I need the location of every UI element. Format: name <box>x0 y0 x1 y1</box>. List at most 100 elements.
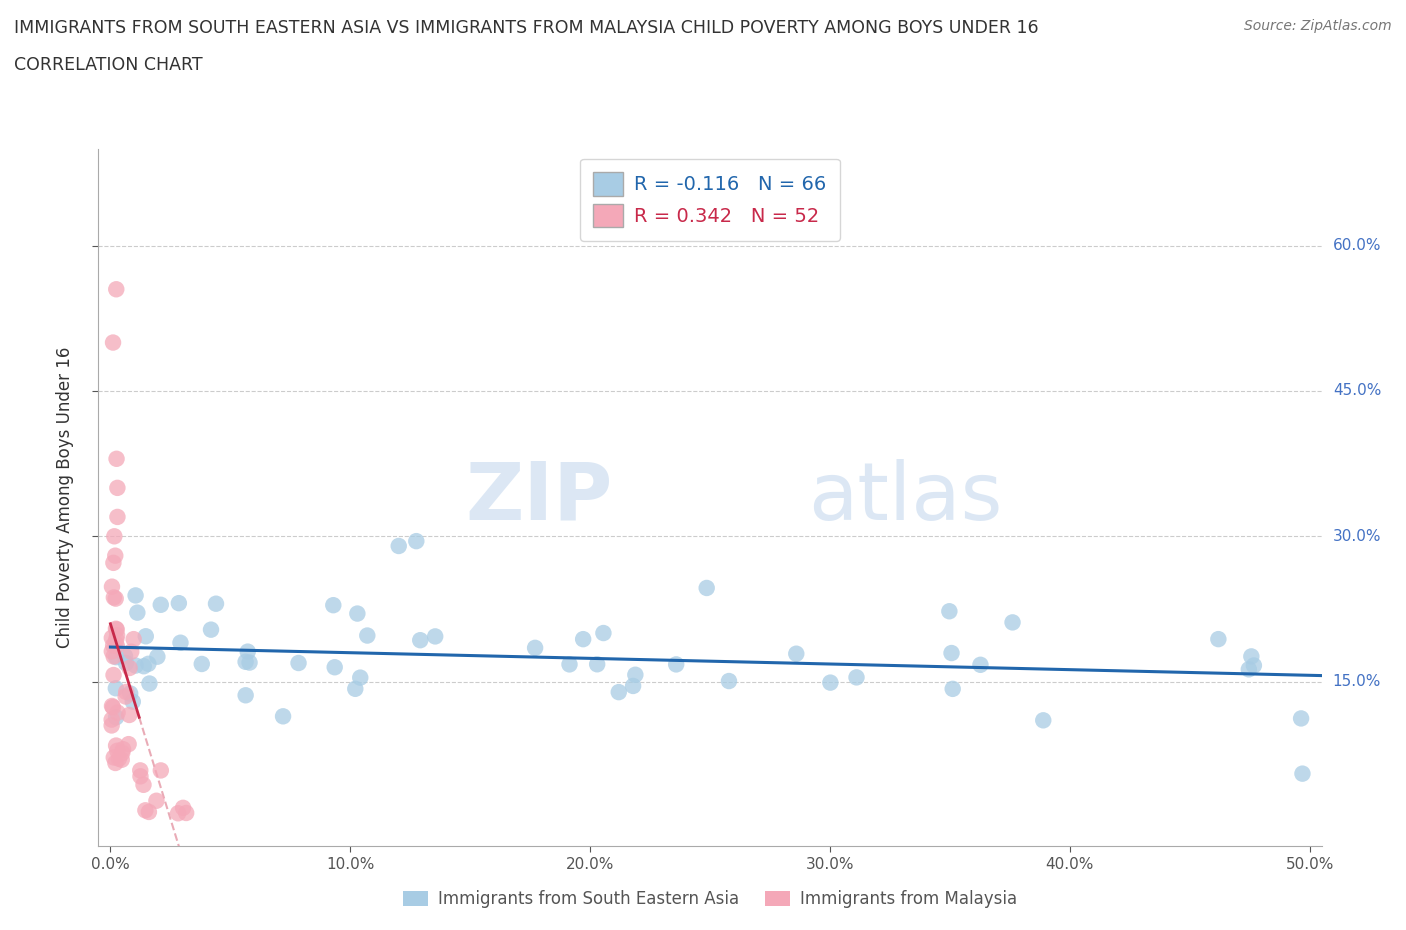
Point <box>108 751 131 766</box>
Point <box>558 657 581 671</box>
Point <box>138 676 160 691</box>
Point <box>112 742 135 757</box>
Point <box>820 675 842 690</box>
Point <box>322 598 344 613</box>
Point <box>105 743 128 758</box>
Point <box>145 793 167 808</box>
Point <box>346 606 368 621</box>
Point <box>1243 658 1265 673</box>
Point <box>621 679 644 694</box>
Text: 60.0%: 60.0% <box>1333 238 1381 253</box>
Point <box>124 588 146 603</box>
Point <box>118 660 141 675</box>
Point <box>103 590 125 604</box>
Point <box>1208 631 1230 646</box>
Point <box>107 705 129 720</box>
Point <box>105 622 128 637</box>
Point <box>104 591 127 606</box>
Point <box>111 746 134 761</box>
Point <box>1237 662 1260 677</box>
Point <box>405 534 427 549</box>
Point <box>1032 713 1054 728</box>
Text: atlas: atlas <box>808 458 1002 537</box>
Point <box>149 763 172 777</box>
Point <box>287 656 309 671</box>
Point <box>105 631 128 646</box>
Point <box>388 538 411 553</box>
Point <box>425 629 447 644</box>
Point <box>115 656 138 671</box>
Point <box>132 777 155 792</box>
Point <box>120 686 142 701</box>
Point <box>323 659 346 674</box>
Point <box>190 657 212 671</box>
Point <box>100 718 122 733</box>
Point <box>103 529 125 544</box>
Point <box>129 763 152 777</box>
Point <box>124 658 146 673</box>
Point <box>104 681 127 696</box>
Text: ZIP: ZIP <box>465 458 612 537</box>
Point <box>344 682 367 697</box>
Point <box>1240 649 1263 664</box>
Point <box>107 510 129 525</box>
Point <box>138 804 160 819</box>
Point <box>111 752 134 767</box>
Point <box>101 699 124 714</box>
Point <box>138 657 160 671</box>
Point <box>586 657 609 671</box>
Point <box>624 668 647 683</box>
Point <box>205 596 228 611</box>
Text: IMMIGRANTS FROM SOUTH EASTERN ASIA VS IMMIGRANTS FROM MALAYSIA CHILD POVERTY AMO: IMMIGRANTS FROM SOUTH EASTERN ASIA VS IM… <box>14 19 1039 36</box>
Point <box>105 638 128 653</box>
Point <box>696 580 718 595</box>
Point <box>169 635 191 650</box>
Point <box>101 335 124 350</box>
Point <box>103 555 125 570</box>
Point <box>103 750 125 764</box>
Point <box>105 451 128 466</box>
Point <box>135 629 157 644</box>
Text: 45.0%: 45.0% <box>1333 383 1381 398</box>
Point <box>235 688 257 703</box>
Point <box>101 638 124 653</box>
Point <box>114 649 136 664</box>
Point <box>236 644 259 659</box>
Point <box>122 631 145 646</box>
Legend: Immigrants from South Eastern Asia, Immigrants from Malaysia: Immigrants from South Eastern Asia, Immi… <box>396 884 1024 915</box>
Point <box>134 803 156 817</box>
Point <box>132 658 155 673</box>
Point <box>127 605 149 620</box>
Point <box>107 481 129 496</box>
Point <box>129 769 152 784</box>
Point <box>665 657 688 671</box>
Point <box>104 549 127 564</box>
Point <box>785 646 807 661</box>
Point <box>1289 711 1312 725</box>
Point <box>121 694 143 709</box>
Point <box>969 658 991 672</box>
Point <box>101 698 124 713</box>
Point <box>146 649 169 664</box>
Point <box>104 635 127 650</box>
Point <box>104 755 127 770</box>
Point <box>572 631 595 646</box>
Point <box>105 282 128 297</box>
Point <box>238 655 260 670</box>
Point <box>105 628 128 643</box>
Point <box>100 712 122 727</box>
Point <box>409 632 432 647</box>
Point <box>103 668 125 683</box>
Point <box>717 673 740 688</box>
Point <box>235 655 257 670</box>
Point <box>105 650 128 665</box>
Point <box>149 597 172 612</box>
Point <box>105 738 128 753</box>
Point <box>524 641 547 656</box>
Text: CORRELATION CHART: CORRELATION CHART <box>14 56 202 73</box>
Point <box>101 631 124 645</box>
Point <box>941 645 963 660</box>
Point <box>349 671 371 685</box>
Point <box>120 644 142 659</box>
Point <box>167 805 190 820</box>
